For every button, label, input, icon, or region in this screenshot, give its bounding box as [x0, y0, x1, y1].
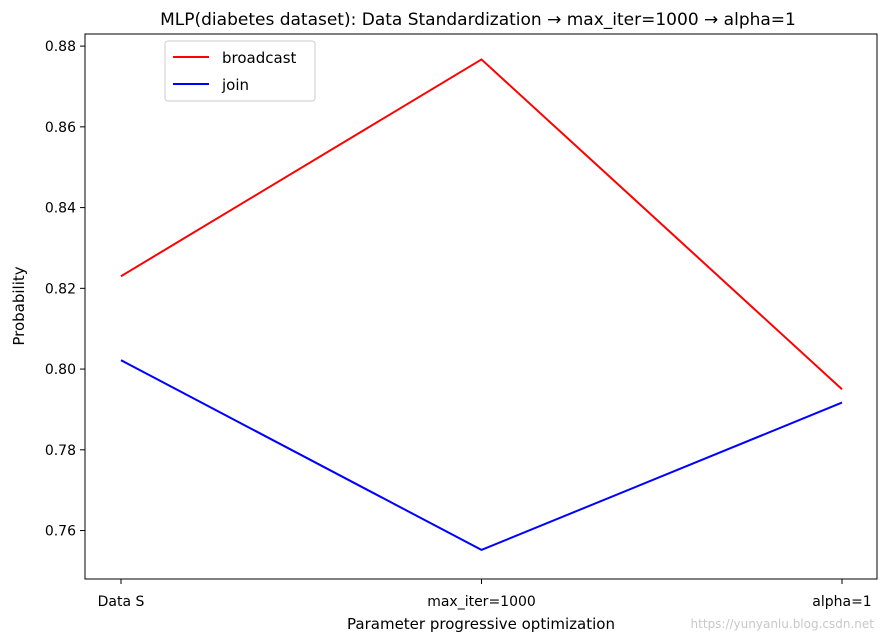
chart-title: MLP(diabetes dataset): Data Standardizat…: [160, 10, 796, 30]
x-tick-label: alpha=1: [812, 594, 871, 610]
y-axis-label: Probability: [10, 266, 28, 345]
y-tick-label: 0.88: [45, 39, 76, 55]
legend: broadcast join: [164, 40, 316, 102]
legend-label-join: join: [221, 76, 249, 94]
y-tick-label: 0.80: [45, 362, 76, 378]
x-axis-ticks: Data S max_iter=1000 alpha=1: [98, 579, 872, 610]
y-tick-label: 0.84: [45, 201, 76, 217]
watermark: https://yunyanlu.blog.csdn.net: [691, 617, 875, 631]
y-tick-label: 0.86: [45, 120, 76, 136]
series-layer: [120, 58, 843, 552]
series-line-join: [120, 359, 843, 552]
series-line-broadcast: [120, 58, 843, 390]
y-tick-label: 0.82: [45, 281, 76, 297]
x-tick-label: Data S: [98, 594, 145, 610]
y-tick-label: 0.78: [45, 443, 76, 459]
y-tick-label: 0.76: [45, 524, 76, 540]
legend-label-broadcast: broadcast: [222, 49, 297, 67]
x-axis-label: Parameter progressive optimization: [347, 615, 615, 633]
y-axis-ticks: 0.76 0.78 0.80 0.82 0.84 0.86 0.88: [45, 39, 85, 540]
x-tick-label: max_iter=1000: [427, 594, 536, 610]
plot-area: 0.76 0.78 0.80 0.82 0.84 0.86 0.88 Data S max_i…: [45, 33, 878, 610]
